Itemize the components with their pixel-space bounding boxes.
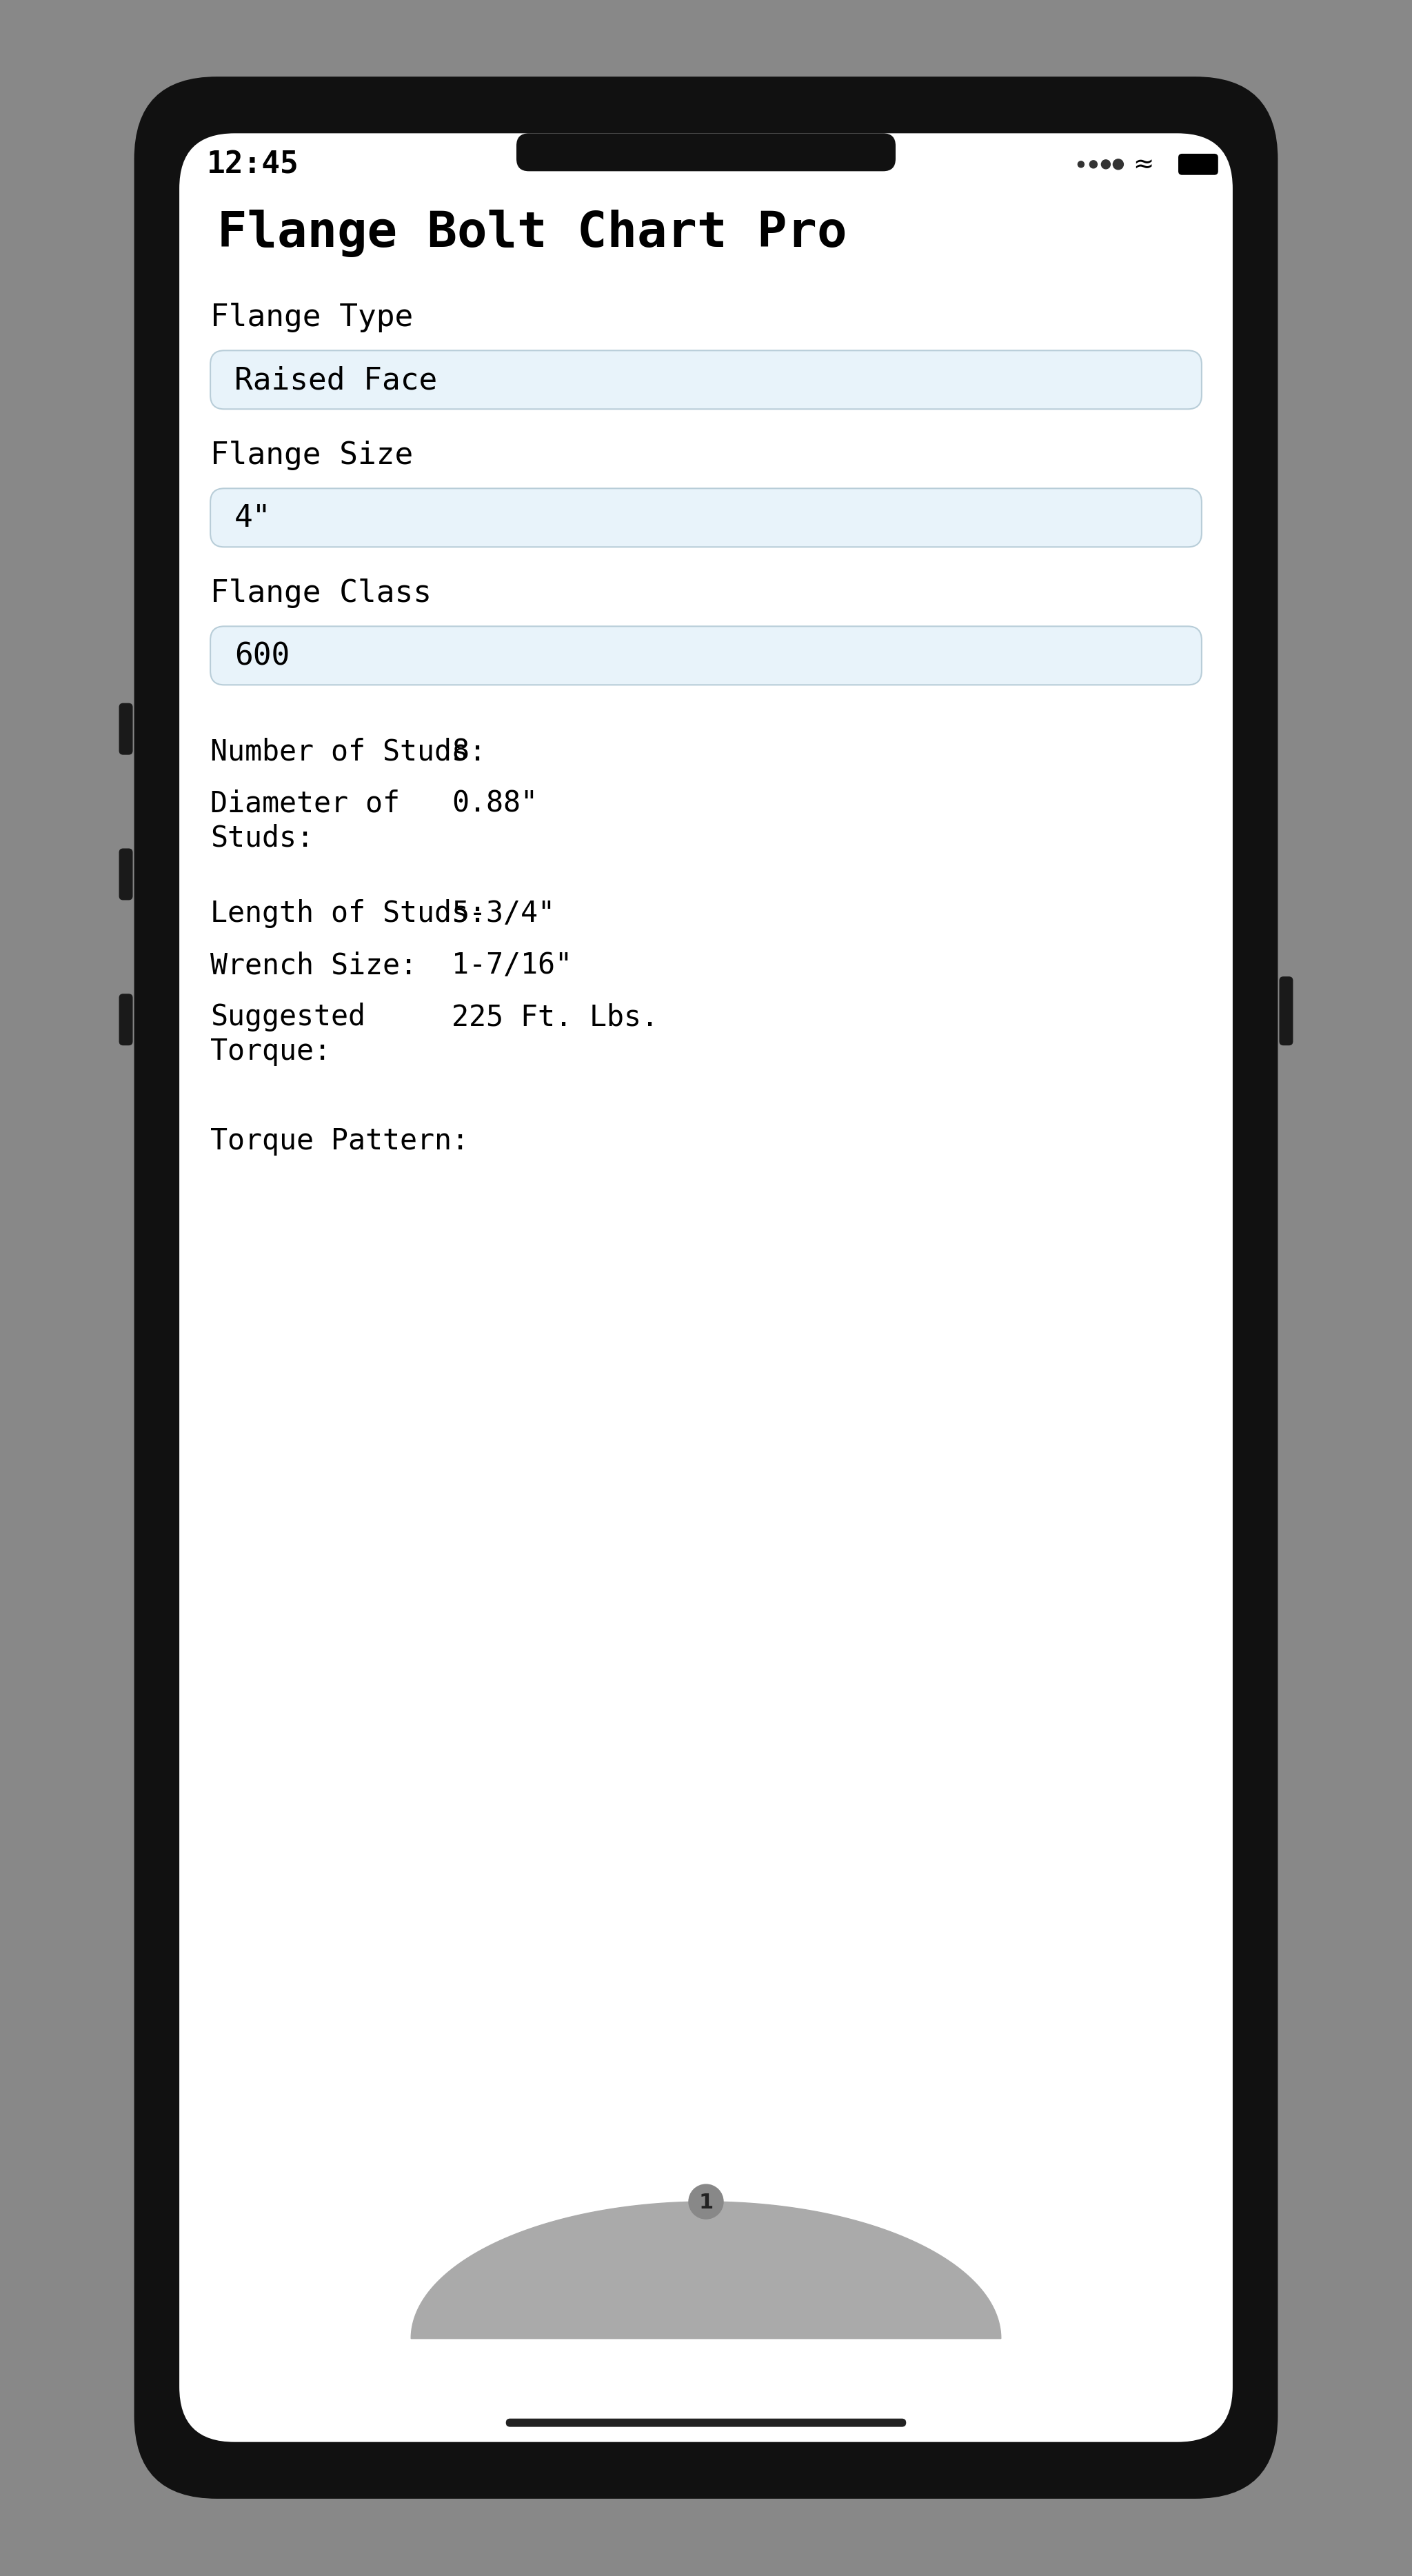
Text: Flange Class: Flange Class <box>210 580 432 608</box>
Text: ≈: ≈ <box>1132 152 1154 178</box>
FancyBboxPatch shape <box>210 626 1202 685</box>
Circle shape <box>1101 160 1110 170</box>
Circle shape <box>689 2184 723 2218</box>
Text: Flange Type: Flange Type <box>210 304 414 332</box>
Text: 1: 1 <box>699 2192 713 2213</box>
Polygon shape <box>411 2202 1001 2339</box>
FancyBboxPatch shape <box>134 77 1278 2499</box>
FancyBboxPatch shape <box>517 134 895 173</box>
Text: Raised Face: Raised Face <box>234 366 438 394</box>
Text: 1-7/16": 1-7/16" <box>452 951 572 979</box>
FancyBboxPatch shape <box>119 703 133 755</box>
FancyBboxPatch shape <box>119 994 133 1046</box>
Text: Torque Pattern:: Torque Pattern: <box>210 1126 469 1157</box>
Text: 12:45: 12:45 <box>208 149 299 180</box>
Circle shape <box>1090 162 1097 170</box>
Circle shape <box>1077 162 1084 167</box>
FancyBboxPatch shape <box>210 350 1202 410</box>
Text: Length of Studs:: Length of Studs: <box>210 899 486 927</box>
FancyBboxPatch shape <box>1179 155 1217 175</box>
Text: Flange Size: Flange Size <box>210 440 414 471</box>
Circle shape <box>1113 160 1124 170</box>
FancyBboxPatch shape <box>119 850 133 902</box>
Text: 600: 600 <box>234 641 289 670</box>
Text: Flange Bolt Chart Pro: Flange Bolt Chart Pro <box>217 209 847 258</box>
Text: 8: 8 <box>452 737 469 765</box>
FancyBboxPatch shape <box>210 489 1202 549</box>
Text: Number of Studs:: Number of Studs: <box>210 737 486 765</box>
Text: Studs:: Studs: <box>210 824 313 853</box>
FancyBboxPatch shape <box>505 2419 907 2427</box>
Text: Wrench Size:: Wrench Size: <box>210 951 417 979</box>
Text: Suggested: Suggested <box>210 1002 366 1030</box>
Text: 4": 4" <box>234 502 271 533</box>
Text: Diameter of: Diameter of <box>210 788 400 817</box>
FancyBboxPatch shape <box>1279 976 1293 1046</box>
Text: 225 Ft. Lbs.: 225 Ft. Lbs. <box>452 1002 658 1030</box>
Text: 0.88": 0.88" <box>452 788 538 817</box>
FancyBboxPatch shape <box>179 134 1233 2442</box>
Text: Torque:: Torque: <box>210 1038 330 1066</box>
Text: 5-3/4": 5-3/4" <box>452 899 555 927</box>
